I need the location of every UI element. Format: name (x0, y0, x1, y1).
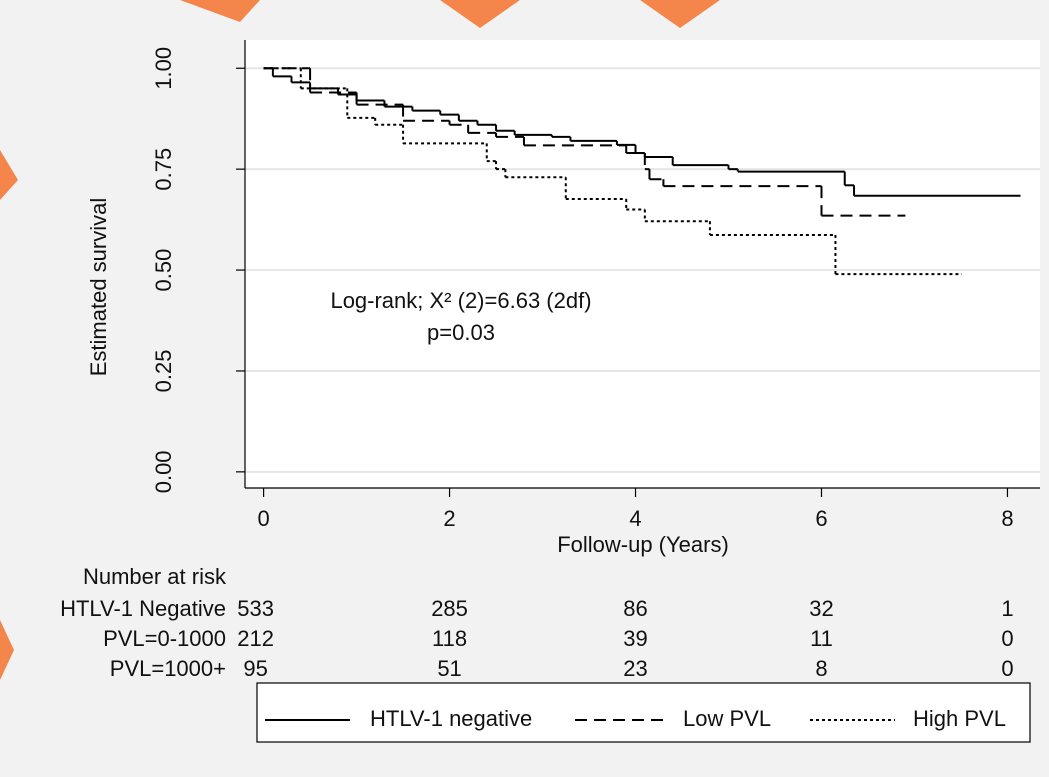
risk-count: 39 (623, 626, 647, 651)
x-tick-label: 6 (815, 506, 827, 531)
x-tick-label: 4 (629, 506, 641, 531)
risk-count: 212 (237, 626, 274, 651)
decoration (180, 0, 260, 22)
risk-count: 285 (431, 596, 468, 621)
risk-row-label: PVL=1000+ (110, 656, 226, 681)
decoration (0, 150, 18, 200)
x-tick-label: 8 (1001, 506, 1013, 531)
risk-count: 533 (237, 596, 274, 621)
decoration (0, 620, 14, 680)
risk-row-label: PVL=0-1000 (103, 626, 226, 651)
annotation: Log-rank; X² (2)=6.63 (2df) (330, 288, 591, 313)
risk-table-title: Number at risk (83, 564, 227, 589)
y-tick-label: 0.50 (151, 249, 176, 292)
risk-count: 1 (1001, 596, 1013, 621)
x-tick-label: 2 (443, 506, 455, 531)
y-tick-label: 1.00 (151, 47, 176, 90)
risk-count: 23 (623, 656, 647, 681)
annotation: p=0.03 (427, 320, 495, 345)
legend-label: Low PVL (683, 706, 771, 731)
risk-count: 8 (815, 656, 827, 681)
y-axis-title: Estimated survival (86, 198, 111, 377)
x-tick-label: 0 (257, 506, 269, 531)
y-tick-label: 0.75 (151, 148, 176, 191)
legend-label: HTLV-1 negative (370, 706, 532, 731)
risk-count: 0 (1001, 626, 1013, 651)
plot-area (245, 40, 1040, 488)
risk-count: 32 (809, 596, 833, 621)
legend-label: High PVL (913, 706, 1006, 731)
decoration (440, 0, 520, 28)
y-tick-label: 0.25 (151, 350, 176, 393)
x-axis-title: Follow-up (Years) (557, 532, 729, 557)
risk-count: 0 (1001, 656, 1013, 681)
risk-row-label: HTLV-1 Negative (60, 596, 226, 621)
risk-count: 95 (243, 656, 267, 681)
y-tick-label: 0.00 (151, 450, 176, 493)
risk-count: 11 (810, 626, 833, 651)
risk-count: 118 (432, 626, 467, 651)
risk-count: 86 (623, 596, 647, 621)
decoration (640, 0, 720, 28)
legend-box (256, 682, 1031, 743)
risk-count: 51 (437, 656, 461, 681)
